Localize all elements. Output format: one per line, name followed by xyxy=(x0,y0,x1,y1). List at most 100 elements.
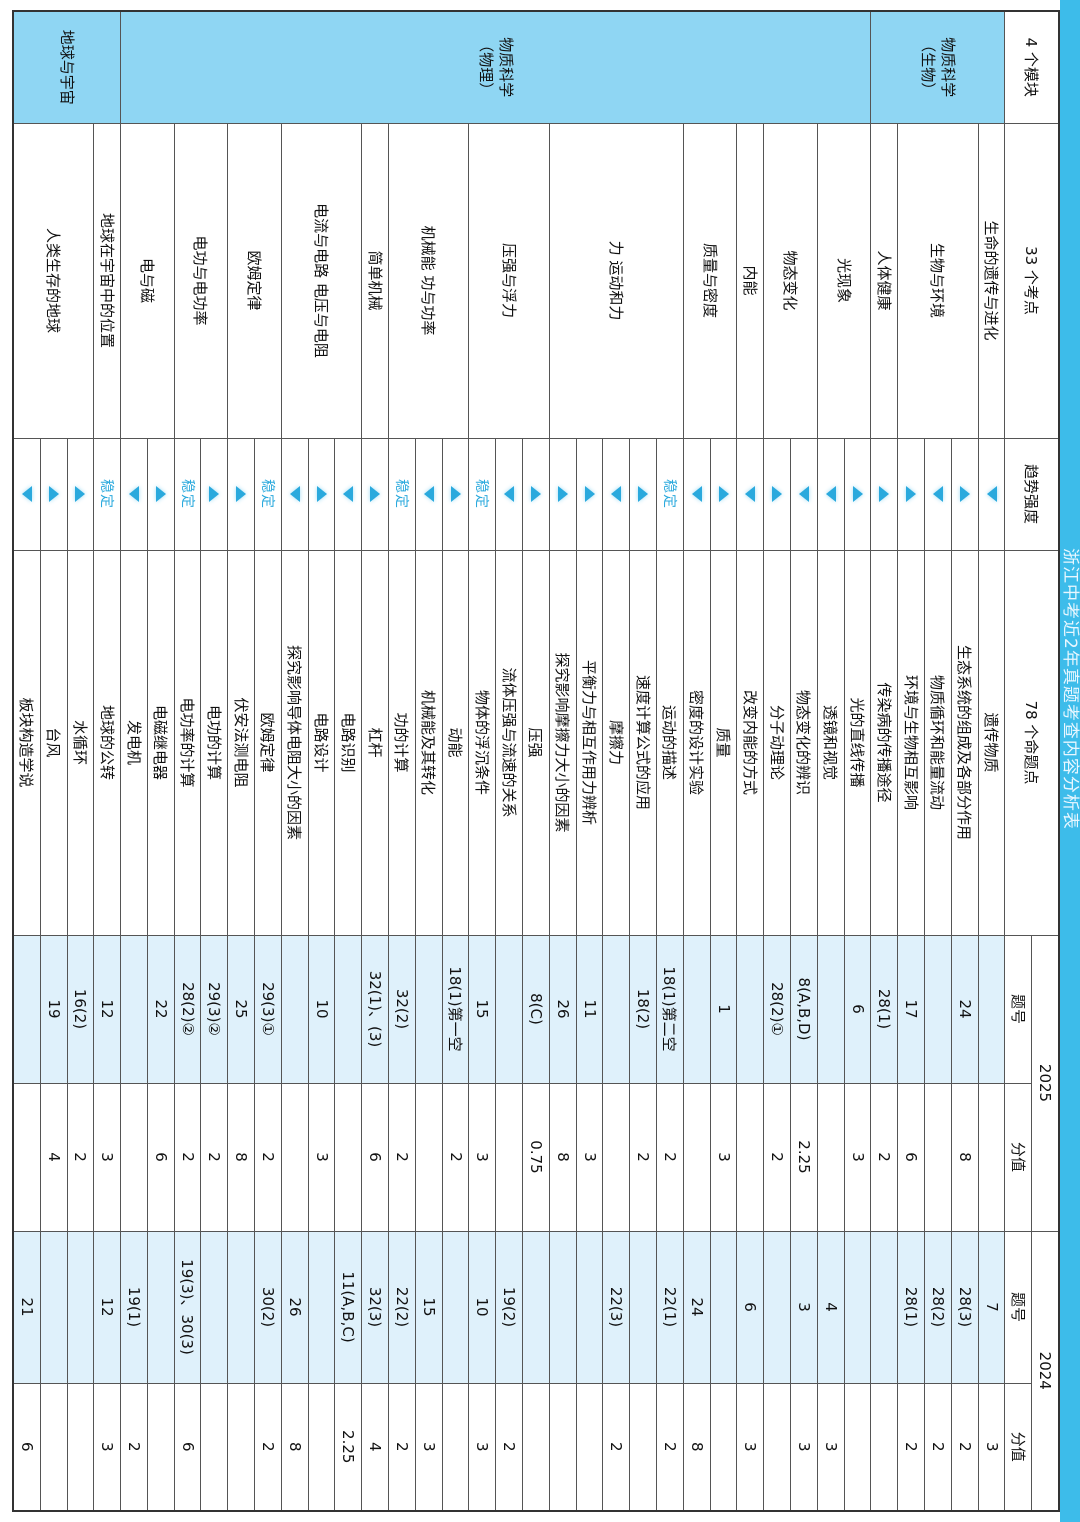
trend-cell xyxy=(361,438,389,550)
question-2024-cell: 10 xyxy=(468,1231,496,1383)
question-2025-cell: 1 xyxy=(710,935,737,1083)
proposition-item-cell: 平衡力与相互作用力辨析 xyxy=(576,550,603,935)
score-2025-cell xyxy=(978,1083,1005,1231)
exam-point-cell: 电流与电路 电压与电阻 xyxy=(281,123,362,438)
table-row: 物质科学 （物理） 光现象 光的直线传播 6 3 xyxy=(120,11,871,1511)
score-2024-cell xyxy=(522,1383,550,1511)
trend-up-arrow-icon xyxy=(48,486,59,502)
exam-point-cell: 欧姆定律 xyxy=(227,123,282,438)
trend-cell xyxy=(683,438,711,550)
question-2025-cell: 12 xyxy=(93,935,121,1083)
header-score-2024: 分值 xyxy=(1004,1383,1032,1511)
question-2024-cell: 26 xyxy=(281,1231,309,1383)
score-2025-cell: 6 xyxy=(147,1083,175,1231)
proposition-item-cell: 发电机 xyxy=(120,550,148,935)
exam-point-cell: 内能 xyxy=(736,123,764,438)
exam-point-cell: 电功与电功率 xyxy=(174,123,228,438)
proposition-item-cell: 伏安法测电阻 xyxy=(227,550,255,935)
trend-up-arrow-icon xyxy=(959,486,970,502)
score-2025-cell: 2 xyxy=(442,1083,469,1231)
trend-up-arrow-icon xyxy=(638,486,649,502)
question-2024-cell xyxy=(308,1231,335,1383)
proposition-item-cell: 板块构造学说 xyxy=(12,550,41,935)
score-2025-cell: 3 xyxy=(576,1083,603,1231)
table-row: 力 运动和力 稳定 运动的描述 18(1)第二空 2 22(1) 2 xyxy=(549,11,684,1511)
score-2025-cell: 2 xyxy=(201,1083,228,1231)
table-row: 欧姆定律 稳定 欧姆定律 29(3)① 2 30(2) 2 xyxy=(227,11,282,1511)
question-2024-cell xyxy=(147,1231,175,1383)
score-2025-cell: 6 xyxy=(897,1083,925,1231)
trend-cell: 稳定 xyxy=(174,438,201,550)
score-2025-cell: 2 xyxy=(656,1083,684,1231)
proposition-item-cell: 光的直线传播 xyxy=(844,550,871,935)
table-row: 生物与环境 生态系统的组成及各部分作用 24 8 28(3) 2 xyxy=(897,11,979,1511)
trend-stable-label: 稳定 xyxy=(392,479,409,509)
exam-point-cell: 人体健康 xyxy=(870,123,898,438)
trend-cell xyxy=(147,438,175,550)
proposition-item-cell: 探究影响导体电阻大小的因素 xyxy=(281,550,309,935)
trend-cell xyxy=(227,438,255,550)
question-2025-cell xyxy=(334,935,362,1083)
question-2025-cell: 18(1)第二空 xyxy=(656,935,684,1083)
table-header-row: 4 个模块 33 个考点 趋势强度 78 个命题点 2025 2024 xyxy=(1004,11,1059,1511)
header-trend: 趋势强度 xyxy=(1004,438,1059,550)
trend-down-arrow-icon xyxy=(289,486,300,502)
trend-cell xyxy=(281,438,309,550)
trend-up-arrow-icon xyxy=(450,486,461,502)
score-2024-cell: 3 xyxy=(415,1383,443,1511)
question-2024-cell: 22(1) xyxy=(656,1231,684,1383)
trend-cell xyxy=(120,438,148,550)
trend-stable-label: 稳定 xyxy=(473,479,490,509)
trend-cell xyxy=(201,438,228,550)
score-2024-cell: 2 xyxy=(951,1383,979,1511)
trend-cell xyxy=(629,438,657,550)
question-2024-cell: 24 xyxy=(683,1231,711,1383)
question-2025-cell xyxy=(495,935,523,1083)
proposition-item-cell: 物质循环和能量流动 xyxy=(924,550,952,935)
header-module: 4 个模块 xyxy=(1004,11,1059,123)
score-2024-cell: 6 xyxy=(174,1383,201,1511)
question-2025-cell: 22 xyxy=(147,935,175,1083)
trend-cell xyxy=(924,438,952,550)
question-2024-cell: 15 xyxy=(415,1231,443,1383)
trend-down-arrow-icon xyxy=(986,486,997,502)
trend-cell xyxy=(442,438,469,550)
score-2024-cell xyxy=(201,1383,228,1511)
trend-stable-label: 稳定 xyxy=(98,479,115,509)
trend-cell xyxy=(736,438,764,550)
score-2025-cell xyxy=(12,1083,41,1231)
trend-down-arrow-icon xyxy=(691,486,702,502)
trend-down-arrow-icon xyxy=(611,486,622,502)
trend-up-arrow-icon xyxy=(370,486,381,502)
score-2025-cell xyxy=(281,1083,309,1231)
question-2025-cell: 18(1)第一空 xyxy=(442,935,469,1083)
exam-point-cell: 压强与浮力 xyxy=(468,123,550,438)
proposition-item-cell: 物态变化的辨识 xyxy=(790,550,818,935)
exam-point-cell: 电与磁 xyxy=(120,123,175,438)
score-2024-cell xyxy=(227,1383,255,1511)
header-question-2024: 题号 xyxy=(1004,1231,1032,1383)
question-2025-cell: 32(1)、(3) xyxy=(361,935,389,1083)
table-row: 电与磁 电磁继电器 22 6 xyxy=(120,11,175,1511)
score-2024-cell xyxy=(549,1383,577,1511)
question-2025-cell xyxy=(120,935,148,1083)
score-2024-cell xyxy=(576,1383,603,1511)
question-2024-cell xyxy=(40,1231,68,1383)
table-row: 简单机械 杠杆 32(1)、(3) 6 32(3) 4 xyxy=(361,11,389,1511)
score-2024-cell: 2 xyxy=(388,1383,416,1511)
proposition-item-cell: 透镜和视觉 xyxy=(817,550,845,935)
score-2025-cell xyxy=(495,1083,523,1231)
score-2024-cell: 3 xyxy=(978,1383,1005,1511)
score-2025-cell: 2 xyxy=(763,1083,791,1231)
question-2024-cell: 28(3) xyxy=(951,1231,979,1383)
trend-up-arrow-icon xyxy=(530,486,541,502)
score-2024-cell: 3 xyxy=(817,1383,845,1511)
score-2024-cell xyxy=(844,1383,871,1511)
question-2025-cell xyxy=(924,935,952,1083)
question-2025-cell xyxy=(978,935,1005,1083)
question-2025-cell: 10 xyxy=(308,935,335,1083)
trend-up-arrow-icon xyxy=(209,486,220,502)
trend-cell: 稳定 xyxy=(93,438,121,550)
score-2025-cell xyxy=(120,1083,148,1231)
